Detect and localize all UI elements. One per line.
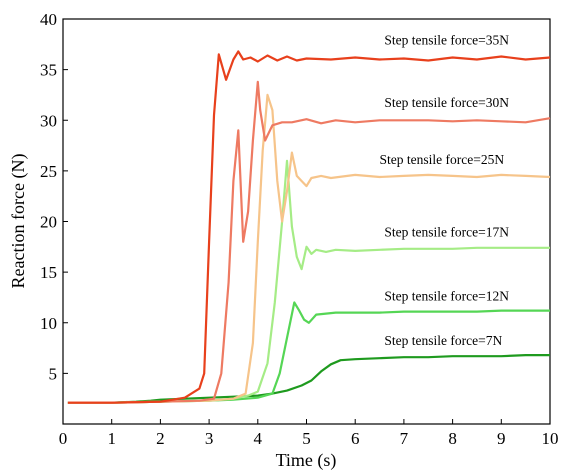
series-label: Step tensile force=35N xyxy=(384,32,509,47)
series-line-3 xyxy=(67,159,550,404)
x-axis: 0 1 2 3 4 5 6 7 8 9 10 xyxy=(59,419,559,448)
series-lines xyxy=(67,50,551,404)
y-tick-label: 25 xyxy=(40,162,57,181)
plot-frame xyxy=(62,18,551,425)
y-tick-label: 5 xyxy=(49,364,58,383)
y-tick-label: 15 xyxy=(40,263,57,282)
series-labels: Step tensile force=35N Step tensile force… xyxy=(380,32,510,348)
series-line-6 xyxy=(67,50,551,404)
x-axis-title: Time (s) xyxy=(276,450,337,471)
x-tick-label: 2 xyxy=(156,429,165,448)
series-label: Step tensile force=30N xyxy=(384,95,509,110)
y-axis: 5 10 15 20 25 30 35 40 xyxy=(40,10,68,383)
x-tick-label: 7 xyxy=(400,429,409,448)
series-line-1 xyxy=(67,354,550,404)
series-label: Step tensile force=17N xyxy=(384,225,509,240)
x-tick-label: 6 xyxy=(351,429,360,448)
y-tick-label: 20 xyxy=(40,213,57,232)
y-tick-label: 30 xyxy=(40,111,57,130)
x-tick-label: 4 xyxy=(254,429,263,448)
y-axis-title: Reaction force (N) xyxy=(8,154,29,289)
series-line-4 xyxy=(67,93,551,404)
x-tick-label: 5 xyxy=(302,429,311,448)
x-tick-label: 3 xyxy=(205,429,214,448)
series-line-5 xyxy=(67,80,551,404)
x-tick-label: 10 xyxy=(542,429,559,448)
x-tick-label: 1 xyxy=(107,429,116,448)
y-tick-label: 10 xyxy=(40,314,57,333)
y-tick-label: 40 xyxy=(40,10,57,29)
series-label: Step tensile force=12N xyxy=(384,288,509,303)
y-tick-label: 35 xyxy=(40,61,57,80)
series-label: Step tensile force=25N xyxy=(380,152,505,167)
x-tick-label: 9 xyxy=(497,429,506,448)
series-line-2 xyxy=(67,301,550,404)
x-tick-label: 0 xyxy=(59,429,68,448)
x-tick-label: 8 xyxy=(448,429,457,448)
series-label: Step tensile force=7N xyxy=(384,333,502,348)
